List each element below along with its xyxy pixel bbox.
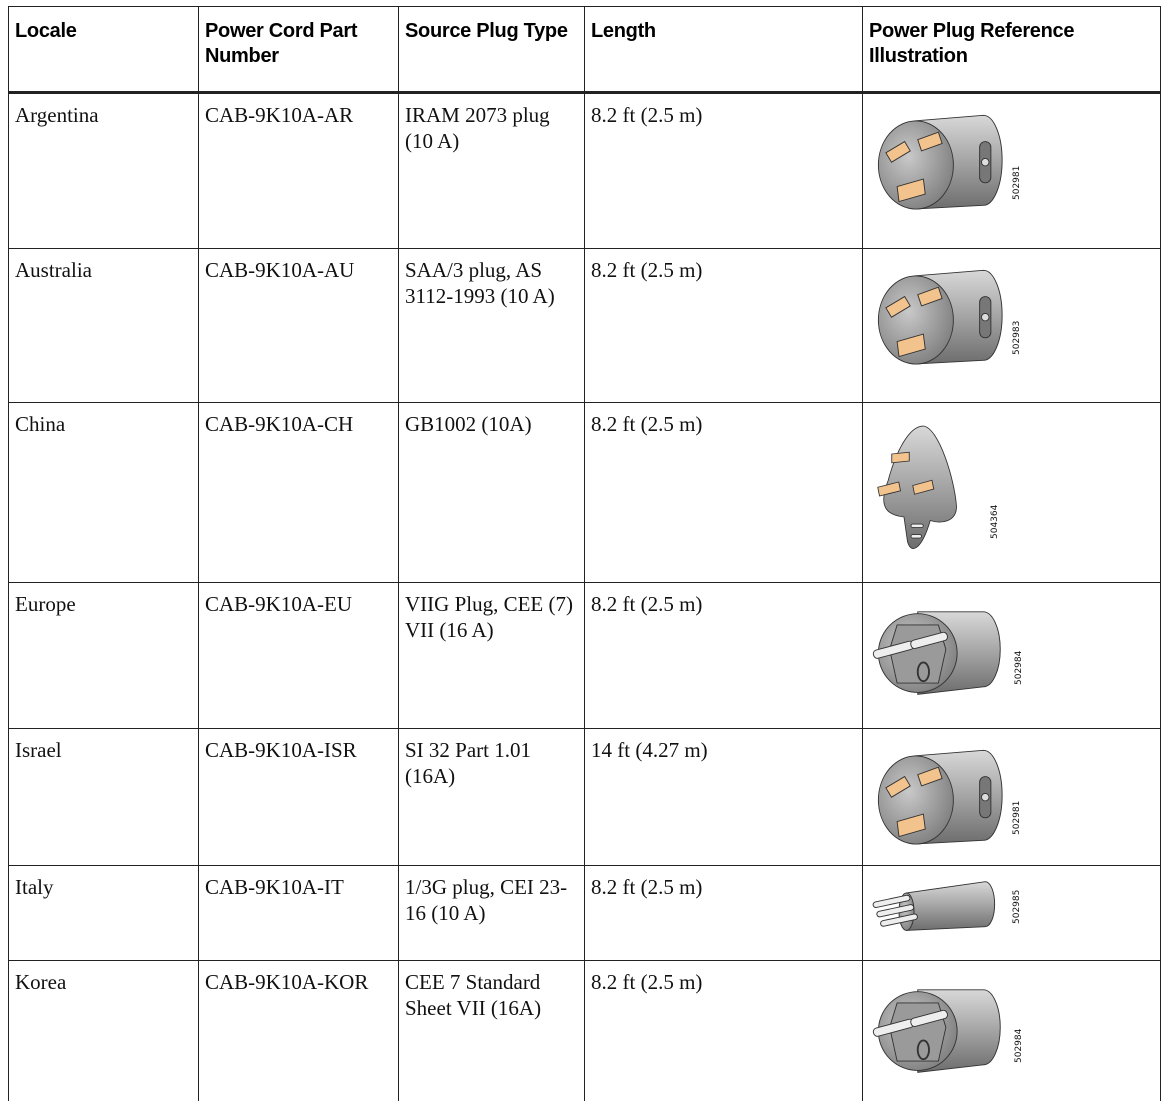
table-cell: CAB-9K10A-EU [198,582,399,729]
table-cell: CAB-9K10A-IT [198,865,399,961]
table-cell: CAB-9K10A-KOR [198,960,399,1101]
table-row: Argentina CAB-9K10A-AR IRAM 2073 plug (10 … [8,92,1161,249]
table-row: Italy CAB-9K10A-IT 1/3G plug, CEI 23-16 (1… [8,865,1161,961]
figure-id: 502984 [1014,1028,1024,1063]
illustration-cell: 504364 [862,402,1161,583]
table-cell: CAB-9K10A-ISR [198,728,399,866]
table-cell: SI 32 Part 1.01 (16A) [398,728,585,866]
plug-illustration: 502984 [871,988,1024,1074]
plug-drawing [872,881,996,931]
table-cell: 14 ft (4.27 m) [584,728,863,866]
table-cell: 8.2 ft (2.5 m) [584,402,863,583]
table-cell: Europe [8,582,199,729]
table-cell: 1/3G plug, CEI 23-16 (10 A) [398,865,585,961]
plug-drawing [877,114,1003,210]
plug-drawing [871,610,1002,696]
table-row: Israel CAB-9K10A-ISR SI 32 Part 1.01 (16A)… [8,728,1161,866]
plug-illustration: 502983 [877,269,1022,365]
table-cell: CAB-9K10A-CH [198,402,399,583]
column-header: Power Plug Reference Illustration [862,6,1161,94]
illustration-cell: 502984 [862,582,1161,729]
table-cell: 8.2 ft (2.5 m) [584,582,863,729]
table-row: Korea CAB-9K10A-KOR CEE 7 Standard Sheet V… [8,960,1161,1101]
table-cell: CAB-9K10A-AU [198,248,399,403]
table-row: Europe CAB-9K10A-EU VIIG Plug, CEE (7) VII… [8,582,1161,729]
figure-id: 502984 [1014,650,1024,685]
figure-id: 502983 [1012,321,1022,355]
header-row: Locale Power Cord Part Number Source Plug … [8,6,1161,94]
plug-illustration: 502985 [872,881,1022,931]
table-cell: 8.2 ft (2.5 m) [584,960,863,1101]
plug-drawing [877,425,957,550]
figure-id: 504364 [990,504,1000,539]
plug-drawing [877,269,1003,365]
table-cell: 8.2 ft (2.5 m) [584,865,863,961]
plug-drawing [877,749,1003,845]
table-cell: 8.2 ft (2.5 m) [584,248,863,403]
illustration-cell: 502985 [862,865,1161,961]
table-cell: CAB-9K10A-AR [198,92,399,249]
plug-illustration: 502981 [877,114,1022,210]
table-cell: Australia [8,248,199,403]
table-cell: CEE 7 Standard Sheet VII (16A) [398,960,585,1101]
column-header: Source Plug Type [398,6,585,94]
figure-id: 502985 [1012,890,1022,924]
table-cell: Israel [8,728,199,866]
plug-illustration: 504364 [877,425,1000,550]
illustration-cell: 502984 [862,960,1161,1101]
table-row: China CAB-9K10A-CH GB1002 (10A) 8.2 ft (2.5… [8,402,1161,583]
table-cell: Italy [8,865,199,961]
plug-drawing [871,988,1002,1074]
column-header: Power Cord Part Number [198,6,399,94]
plug-illustration: 502984 [871,610,1024,696]
column-header: Length [584,6,863,94]
table-cell: SAA/3 plug, AS 3112-1993 (10 A) [398,248,585,403]
illustration-cell: 502981 [862,728,1161,866]
table-cell: Argentina [8,92,199,249]
table-row: Australia CAB-9K10A-AU SAA/3 plug, AS 3112… [8,248,1161,403]
column-header: Locale [8,6,199,94]
plug-illustration: 502981 [877,749,1022,845]
power-cord-table: Locale Power Cord Part Number Source Plug … [8,6,1161,1101]
table-cell: China [8,402,199,583]
table-cell: VIIG Plug, CEE (7) VII (16 A) [398,582,585,729]
table-cell: IRAM 2073 plug (10 A) [398,92,585,249]
figure-id: 502981 [1012,801,1022,835]
illustration-cell: 502983 [862,248,1161,403]
table-cell: 8.2 ft (2.5 m) [584,92,863,249]
table-cell: Korea [8,960,199,1101]
table-cell: GB1002 (10A) [398,402,585,583]
figure-id: 502981 [1012,166,1022,200]
illustration-cell: 502981 [862,92,1161,249]
